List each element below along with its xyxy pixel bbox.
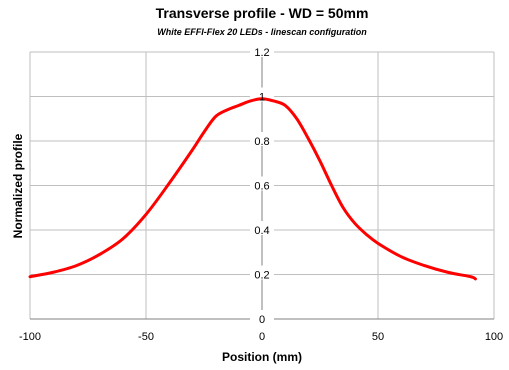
y-tick-label-backdrop xyxy=(250,176,274,191)
y-tick-label: 1 xyxy=(259,92,265,104)
y-tick-label-backdrop xyxy=(250,132,274,146)
y-axis-label: Normalized profile xyxy=(11,133,25,238)
x-tick-label: -50 xyxy=(138,331,154,343)
x-tick-label: 100 xyxy=(485,331,503,343)
y-tick-label: 0.4 xyxy=(254,225,269,237)
y-tick-label: 0.8 xyxy=(254,136,269,148)
y-tick-label: 0.2 xyxy=(254,270,269,282)
y-tick-label: 1.2 xyxy=(254,47,269,59)
x-tick-label: 50 xyxy=(372,331,384,343)
series-line xyxy=(28,97,477,281)
x-tick-label: 0 xyxy=(259,331,265,343)
y-tick-label-backdrop xyxy=(250,310,274,324)
y-tick-label-backdrop xyxy=(250,265,274,280)
y-tick-label-backdrop xyxy=(250,221,274,235)
series-layer xyxy=(28,97,477,281)
y-tick-label: 0.6 xyxy=(254,181,269,193)
x-tick-label: -100 xyxy=(19,331,41,343)
y-tick-label: 0 xyxy=(259,314,265,326)
tick-labels: 0 0.2 0.4 0.6 0.8 1 1.2 -100 -50 0 50 100 xyxy=(19,47,503,343)
x-axis-label: Position (mm) xyxy=(222,350,302,364)
chart-title: Transverse profile - WD = 50mm xyxy=(156,5,369,21)
chart-subtitle: White EFFI-Flex 20 LEDs - linescan confi… xyxy=(157,27,367,37)
y-tick-label-backdrop xyxy=(250,43,274,57)
